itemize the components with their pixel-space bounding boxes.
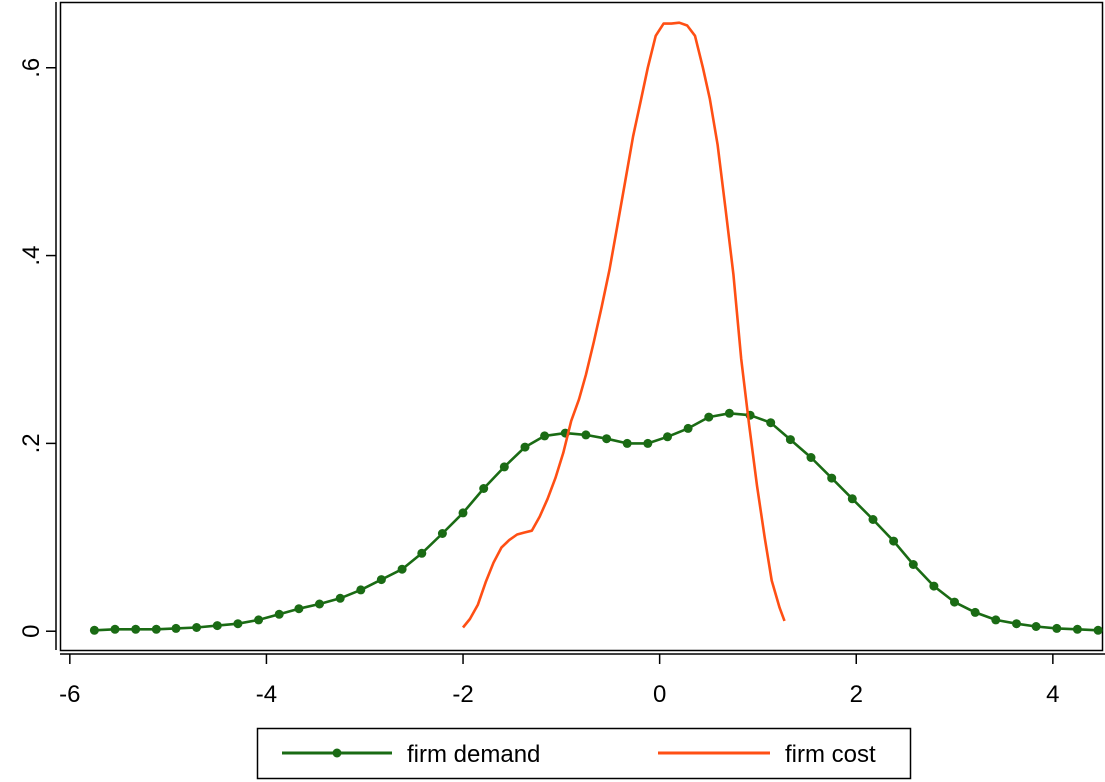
data-point-firm-demand (663, 432, 672, 442)
data-point-firm-demand (479, 484, 489, 493)
data-point-firm-demand (110, 624, 120, 634)
data-point-firm-demand (192, 623, 202, 632)
y-axis-ticks: 0 .2 .4 .6 (18, 58, 56, 638)
x-tick-label: -4 (256, 681, 277, 708)
y-tick-label: .4 (18, 246, 45, 266)
data-point-firm-demand (683, 423, 693, 433)
y-tick-label: .2 (18, 433, 45, 453)
data-point-firm-demand (889, 536, 899, 546)
data-point-firm-demand (806, 453, 816, 462)
data-point-firm-demand (847, 494, 857, 504)
data-point-firm-demand (315, 599, 324, 609)
data-point-firm-demand (499, 462, 509, 472)
data-point-firm-demand (991, 615, 1001, 625)
data-point-firm-demand (704, 412, 714, 422)
data-point-firm-demand (376, 575, 386, 585)
data-point-firm-demand (151, 624, 161, 634)
data-point-firm-demand (724, 408, 734, 418)
data-point-firm-demand (785, 435, 795, 445)
data-point-firm-demand (131, 624, 141, 634)
data-point-firm-demand (622, 438, 632, 448)
data-point-firm-demand (335, 593, 345, 603)
data-point-firm-demand (417, 548, 427, 558)
x-tick-label: 4 (1046, 681, 1059, 708)
data-point-firm-demand (929, 581, 939, 591)
data-point-firm-demand (458, 508, 468, 518)
data-point-firm-demand (950, 597, 959, 607)
data-point-firm-demand (397, 564, 407, 574)
data-point-firm-demand (1052, 623, 1062, 633)
data-point-firm-demand (89, 625, 99, 635)
data-point-firm-demand (294, 604, 304, 614)
data-point-firm-demand (540, 431, 550, 441)
series-line-firm-cost (461, 21, 786, 629)
data-point-firm-demand (868, 515, 878, 524)
data-point-firm-demand (643, 438, 653, 448)
plot-series (89, 21, 1103, 635)
data-point-firm-demand (1093, 625, 1103, 635)
data-point-firm-demand (1072, 624, 1082, 634)
data-point-firm-demand (908, 560, 918, 569)
data-point-firm-demand (212, 621, 222, 631)
data-point-firm-demand (602, 434, 612, 444)
data-point-firm-demand (437, 529, 447, 538)
data-point-firm-demand (274, 609, 284, 619)
data-point-firm-demand (1012, 619, 1021, 629)
data-point-firm-demand (1031, 622, 1041, 631)
data-point-firm-demand (581, 430, 591, 440)
data-point-firm-demand (520, 442, 530, 452)
legend-label-firm-demand: firm demand (407, 741, 540, 768)
x-axis-ticks: -6 -4 -2 0 2 4 (59, 654, 1060, 708)
y-tick-label: 0 (18, 625, 45, 638)
data-point-firm-demand (254, 615, 264, 625)
data-point-firm-demand (766, 418, 776, 428)
legend-marker-firm-demand (332, 748, 342, 758)
data-point-firm-demand (970, 607, 980, 617)
data-point-firm-demand (827, 473, 837, 483)
legend-label-firm-cost: firm cost (785, 741, 876, 768)
data-point-firm-demand (233, 619, 243, 629)
data-point-firm-demand (356, 585, 366, 595)
plot-frame (59, 1, 1104, 652)
y-tick-label: .6 (18, 58, 45, 78)
x-tick-label: 0 (653, 681, 666, 708)
legend: firm demand firm cost (256, 727, 912, 780)
data-point-firm-demand (171, 623, 181, 633)
x-tick-label: -6 (59, 681, 80, 708)
x-tick-label: 2 (850, 681, 863, 708)
series-line-firm-demand (94, 412, 1099, 632)
x-tick-label: -2 (452, 681, 473, 708)
